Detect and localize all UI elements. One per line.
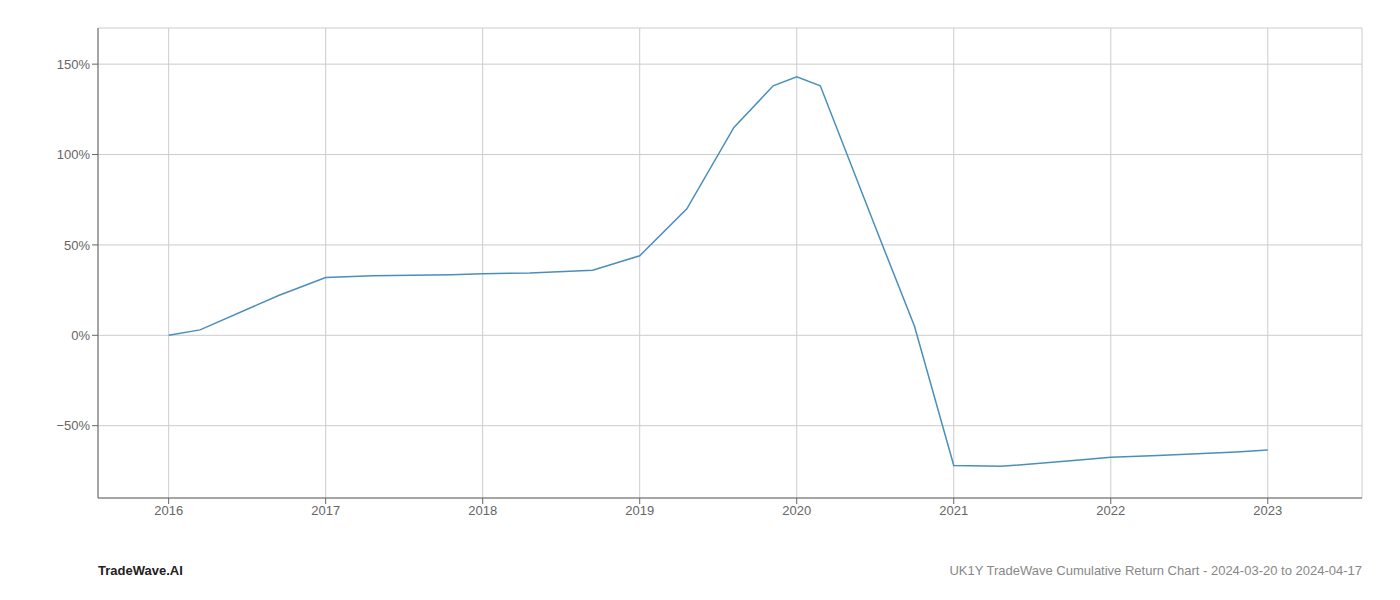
svg-text:2017: 2017 [311,503,340,518]
svg-text:2023: 2023 [1253,503,1282,518]
svg-text:−50%: −50% [56,418,90,433]
svg-text:2020: 2020 [782,503,811,518]
svg-text:2016: 2016 [154,503,183,518]
svg-text:150%: 150% [57,57,91,72]
svg-text:0%: 0% [71,328,90,343]
html-text:TradeWave.AI: TradeWave.AI [98,562,183,578]
svg-text:2018: 2018 [468,503,497,518]
svg-text:2022: 2022 [1096,503,1125,518]
svg-text:2021: 2021 [939,503,968,518]
svg-text:100%: 100% [57,147,91,162]
html-text:UK1Y TradeWave Cumulative Retu: UK1Y TradeWave Cumulative Return Chart -… [949,562,1362,578]
svg-text:50%: 50% [64,238,90,253]
svg-text:2019: 2019 [625,503,654,518]
